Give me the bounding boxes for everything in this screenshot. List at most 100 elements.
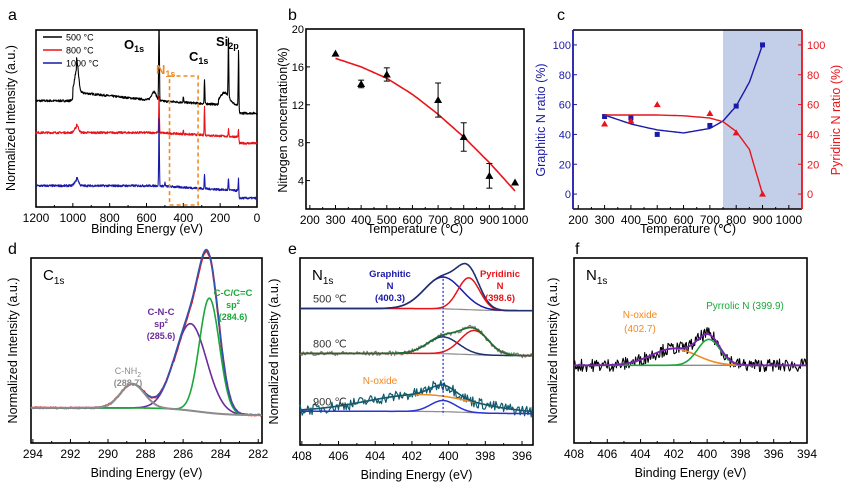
y-tick-label-right: 100 xyxy=(807,40,825,52)
x-tick-label: 404 xyxy=(631,447,651,461)
y-tick-label-left: 40 xyxy=(559,129,571,141)
data-point xyxy=(459,133,468,140)
x-tick-label: 294 xyxy=(23,447,43,461)
y-tick-label: 20 xyxy=(292,24,304,36)
plot-frame xyxy=(35,29,258,208)
y-tick-label-left: 100 xyxy=(553,40,571,52)
x-tick-label: 400 xyxy=(351,213,371,227)
x-tick-label: 286 xyxy=(173,447,193,461)
y-tick-label-left: 0 xyxy=(565,189,571,201)
raw-spectrum-2 xyxy=(299,380,533,418)
x-axis-label: Binding Energy (eV) xyxy=(361,468,473,482)
peak-label-sub: 1s xyxy=(198,56,208,66)
x-tick-label: 396 xyxy=(764,447,784,461)
c-c-label: C-C/C=C xyxy=(214,288,253,299)
x-tick-label: 288 xyxy=(136,447,156,461)
temperature-label: 500 ℃ xyxy=(313,293,347,305)
x-tick-label: 402 xyxy=(664,447,684,461)
x-tick-label: 290 xyxy=(98,447,118,461)
pyridinic-point xyxy=(706,110,714,117)
peak-label: N1s xyxy=(156,62,175,79)
y-axis-label: Nitrogen concentration(%) xyxy=(276,47,290,192)
component-2-1 xyxy=(299,399,533,415)
y-tick-label-right: 0 xyxy=(807,189,813,201)
peak-label: Si2p xyxy=(216,34,239,51)
plot-frame xyxy=(30,257,263,444)
peak-label-sub: 1s xyxy=(134,44,144,54)
y-tick-label-left: 80 xyxy=(559,70,571,82)
x-tick-label: 284 xyxy=(211,447,231,461)
c-c-sp-label: sp2 xyxy=(226,300,241,310)
y-axis-label: Normalized Intensity (a.u.) xyxy=(267,279,281,425)
data-point xyxy=(357,79,366,87)
subscript: 1s xyxy=(597,276,608,287)
x-tick-label: 900 xyxy=(753,213,773,227)
subscript: 1s xyxy=(323,276,334,287)
graphitic-label: Graphitic xyxy=(369,269,411,280)
x-tick-label: 800 xyxy=(726,213,746,227)
spectrum-title: N1s xyxy=(586,267,607,287)
x-axis-label: Binding Energy (eV) xyxy=(635,466,747,480)
x-tick-label: 600 xyxy=(136,211,156,225)
pyridinic-point xyxy=(759,190,767,197)
pyrrolic-label: Pyrrolic N (399.9) xyxy=(706,301,784,312)
x-tick-label: 408 xyxy=(564,447,584,461)
x-tick-label: 402 xyxy=(402,449,422,463)
x-tick-label: 300 xyxy=(595,213,615,227)
panel-letter-b: b xyxy=(288,7,297,24)
spectrum-0 xyxy=(35,29,258,115)
y-axis-label-left: Graphitic N ratio (%) xyxy=(534,63,548,176)
subscript: 1s xyxy=(54,276,65,287)
envelope-2 xyxy=(299,384,533,413)
spectrum-title: C1s xyxy=(43,267,64,287)
x-tick-label: 500 xyxy=(647,213,667,227)
pyridinic-label: Pyridinic xyxy=(480,269,520,280)
x-axis-label: Temperature (℃) xyxy=(640,222,736,236)
y-tick-label-right: 60 xyxy=(807,100,819,112)
x-tick-label: 1200 xyxy=(23,211,50,225)
c-nh2-component xyxy=(30,382,262,417)
graphitic-point xyxy=(733,103,739,109)
y-tick-label: 12 xyxy=(292,100,304,112)
x-tick-label: 398 xyxy=(475,449,495,463)
n-oxide-value: (402.7) xyxy=(624,324,656,335)
c-n-c-value: (285.6) xyxy=(147,331,176,341)
x-tick-label: 404 xyxy=(365,449,385,463)
x-tick-label: 400 xyxy=(173,211,193,225)
x-tick-label: 600 xyxy=(402,213,422,227)
pyridinic-point xyxy=(627,117,635,124)
spectrum-title: N1s xyxy=(312,267,333,287)
pyridinic-point xyxy=(653,101,661,108)
x-tick-label: 600 xyxy=(674,213,694,227)
x-tick-label: 282 xyxy=(248,447,268,461)
x-tick-label: 700 xyxy=(700,213,720,227)
raw-spectrum xyxy=(573,327,807,373)
x-tick-label: 200 xyxy=(210,211,230,225)
x-tick-label: 396 xyxy=(512,449,532,463)
x-tick-label: 292 xyxy=(60,447,80,461)
n1s-highlight-box xyxy=(168,75,199,206)
pyridinic-point xyxy=(601,120,609,127)
shaded-region xyxy=(723,30,802,209)
pyridinic-point xyxy=(732,129,740,136)
x-tick-label: 700 xyxy=(428,213,448,227)
x-axis-label: Binding Energy (eV) xyxy=(91,222,203,236)
y-axis-label: Normalized Intensity (a.u.) xyxy=(6,278,20,424)
temperature-label: 900 ℃ xyxy=(313,396,347,408)
graphitic-label: N xyxy=(387,281,394,292)
graphitic-point xyxy=(602,114,608,120)
peak-label: O1s xyxy=(124,37,144,54)
x-axis-label: Temperature (℃) xyxy=(367,222,463,236)
c-n-c-sp-label: sp2 xyxy=(154,319,169,329)
graphitic-label: (400.3) xyxy=(375,293,405,304)
y-tick-label-left: 60 xyxy=(559,100,571,112)
peak-label: C1s xyxy=(189,49,208,66)
panel-letter-c: c xyxy=(557,7,565,24)
x-tick-label: 800 xyxy=(100,211,120,225)
c-n-c-label: C-N-C xyxy=(148,307,175,318)
y-axis-label: Normalized Intensity (a.u.) xyxy=(546,278,560,424)
plot-frame xyxy=(573,257,808,444)
graphitic-point xyxy=(707,122,713,128)
plot-frame xyxy=(299,257,534,446)
data-point xyxy=(511,178,520,186)
